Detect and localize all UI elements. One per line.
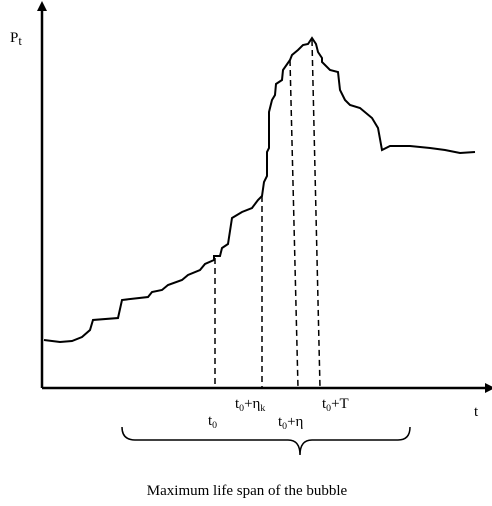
label-y-axis: Pt [10,30,22,48]
label-text: t [278,414,283,430]
label-text: +T [331,396,349,412]
subscript: k [260,403,265,414]
label-text: +η [244,396,260,412]
subscript: t [18,34,22,48]
brace [121,426,411,456]
label-text: +η [287,414,303,430]
subscript: 0 [212,420,217,431]
price-curve [43,36,476,344]
label-text: t [474,404,479,420]
subscript: 0 [239,403,244,414]
label-text: t [208,413,213,429]
subscript: 0 [282,421,287,432]
label-x-axis: t [474,404,479,420]
caption: Maximum life span of the bubble [147,483,348,499]
dashed-markers [214,39,321,389]
label-t0-eta: t0+η [278,414,304,432]
label-text: t [322,396,327,412]
dashed-line [311,39,321,389]
label-t0: t0 [208,413,217,431]
label-text: t [235,396,240,412]
label-t0-T: t0+T [322,396,349,414]
label-t0-eta-k: t0+ηk [235,396,265,414]
label-text: P [10,30,18,46]
dashed-line [289,59,299,389]
subscript: 0 [326,403,331,414]
